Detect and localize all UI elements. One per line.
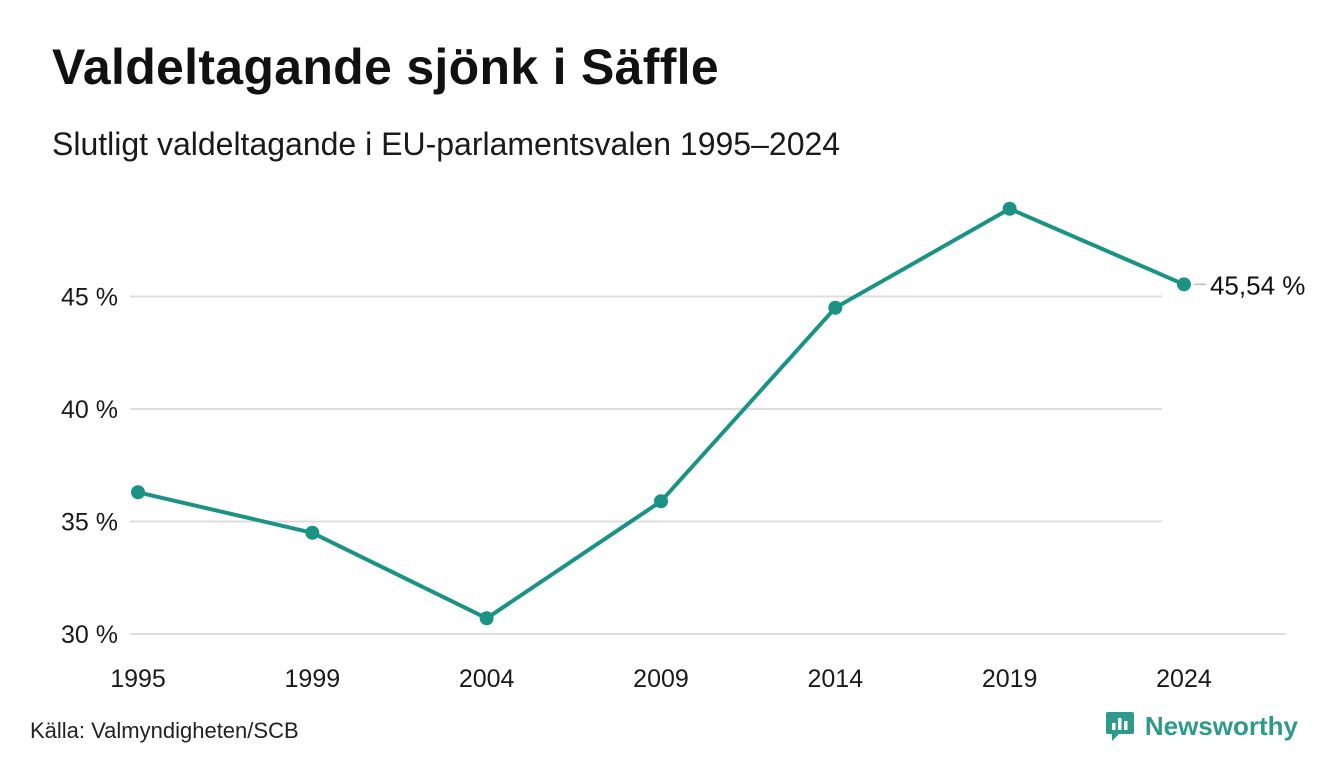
data-point: [653, 494, 668, 509]
x-tick-label: 1999: [285, 665, 341, 693]
end-label-layer: 45,54 %: [1193, 270, 1305, 300]
data-point: [131, 485, 145, 500]
y-tick-label: 35 %: [61, 509, 118, 537]
brand-name: Newsworthy: [1144, 710, 1298, 741]
brand-logo: Newsworthy: [1105, 710, 1298, 742]
x-tick-label: 2019: [982, 665, 1038, 693]
chart-subtitle: Slutligt valdeltagande i EU-parlamentsva…: [52, 126, 841, 162]
newsworthy-logo-icon: [1105, 712, 1134, 741]
chart-title: Valdeltagande sjönk i Säffle: [52, 39, 719, 95]
y-tick-label: 45 %: [61, 284, 118, 312]
y-tick-label: 30 %: [61, 621, 118, 649]
data-point: [1176, 277, 1191, 292]
x-tick-label: 2024: [1156, 665, 1212, 693]
data-point: [305, 525, 320, 540]
x-tick-label: 2009: [633, 665, 689, 693]
x-tick-label: 2004: [459, 665, 515, 693]
grid-lines: [130, 295, 1286, 635]
x-tick-label: 2014: [808, 665, 864, 693]
data-point: [1002, 201, 1017, 216]
y-axis-ticks: 30 % 35 % 40 % 45 %: [61, 284, 118, 650]
series-layer: [131, 201, 1191, 626]
x-axis-ticks: 1995 1999 2004 2009 2014 2019 2024: [110, 665, 1212, 693]
data-point: [828, 300, 843, 315]
data-point: [479, 611, 494, 626]
y-tick-label: 40 %: [61, 396, 118, 424]
x-tick-label: 1995: [110, 665, 166, 693]
source-note: Källa: Valmyndigheten/SCB: [30, 718, 299, 743]
series-line: [136, 206, 1186, 621]
end-value-label: 45,54 %: [1210, 270, 1305, 300]
line-chart: 30 % 35 % 40 % 45 % 1995 1999 2004 2009 2014 201…: [61, 201, 1305, 693]
